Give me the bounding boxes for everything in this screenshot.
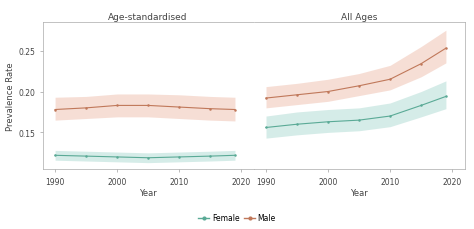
Y-axis label: Prevalence Rate: Prevalence Rate	[6, 62, 15, 130]
X-axis label: Year: Year	[139, 188, 157, 197]
Title: All Ages: All Ages	[341, 13, 377, 22]
Title: Age-standardised: Age-standardised	[109, 13, 188, 22]
Legend: Female, Male: Female, Male	[195, 210, 279, 225]
X-axis label: Year: Year	[350, 188, 368, 197]
